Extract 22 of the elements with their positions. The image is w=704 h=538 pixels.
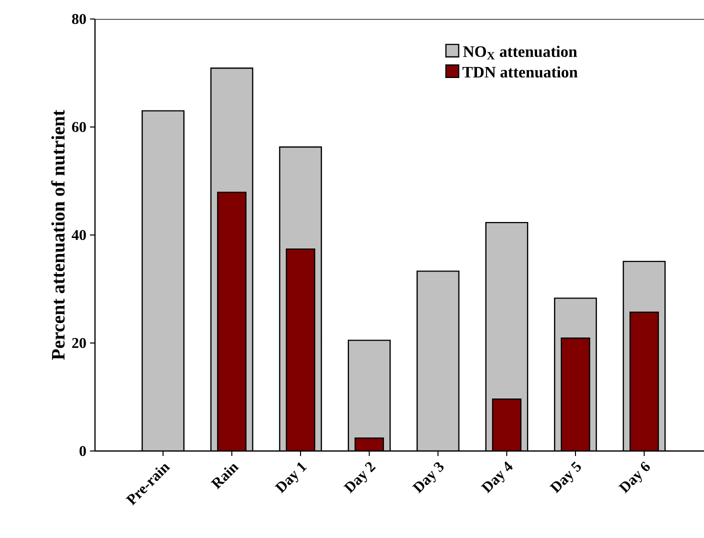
y-axis-title: Percent attenuation of nutrient xyxy=(51,110,65,360)
bar xyxy=(142,110,184,451)
x-tick-label: Day 2 xyxy=(343,462,376,494)
y-tick-label: 60 xyxy=(72,122,86,132)
y-tick-label: 0 xyxy=(80,446,86,456)
legend-label: NO$_{X}$ attenuation xyxy=(463,46,578,60)
x-tick-label: Day 1 xyxy=(274,462,307,494)
bar xyxy=(492,399,521,451)
y-tick-label: 40 xyxy=(72,230,86,240)
bar xyxy=(348,340,390,451)
x-tick-label: Day 5 xyxy=(550,461,581,494)
bar xyxy=(561,338,590,451)
x-tick-label: Day 4 xyxy=(480,461,513,494)
bar xyxy=(417,271,459,451)
bar xyxy=(218,192,246,451)
y-tick-label: 20 xyxy=(72,338,86,348)
bar xyxy=(286,249,315,451)
x-tick-label: Day 6 xyxy=(618,462,650,494)
legend-label: TDN attenuation xyxy=(462,66,578,78)
y-tick-label: 80 xyxy=(72,14,86,24)
x-tick-label: Day 3 xyxy=(412,462,444,494)
bar xyxy=(630,312,659,451)
